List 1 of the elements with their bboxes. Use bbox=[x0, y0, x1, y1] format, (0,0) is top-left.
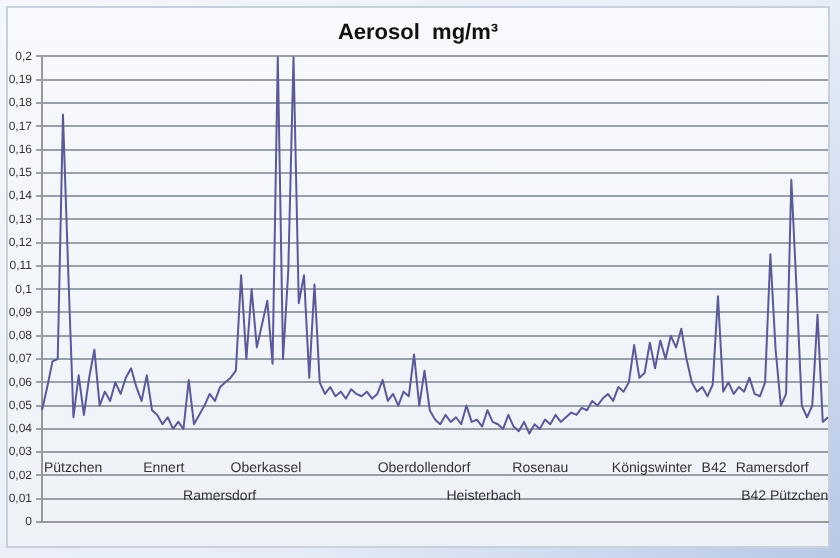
chart-title: Aerosol mg/m³ bbox=[337, 21, 499, 46]
